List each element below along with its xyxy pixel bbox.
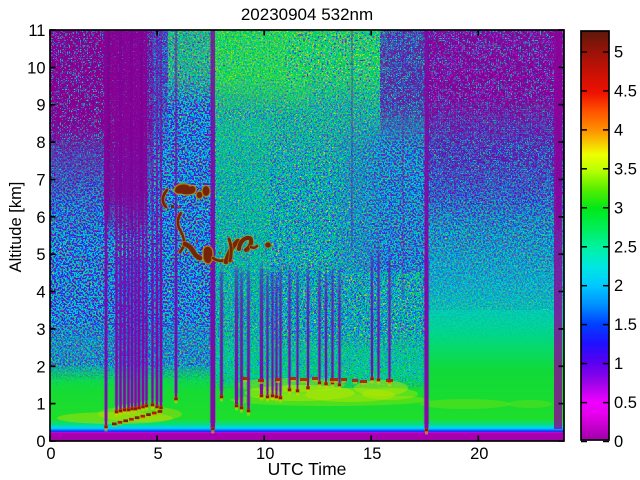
svg-text:Altitude [km]: Altitude [km] [7, 182, 25, 273]
svg-text:5: 5 [36, 246, 45, 264]
svg-text:10: 10 [27, 59, 45, 77]
svg-text:5: 5 [154, 445, 163, 463]
svg-text:2: 2 [614, 277, 623, 295]
svg-text:UTC Time: UTC Time [268, 459, 347, 479]
svg-text:4.5: 4.5 [614, 82, 637, 100]
svg-text:20230904 532nm: 20230904 532nm [241, 5, 373, 24]
svg-text:2: 2 [36, 358, 45, 376]
svg-text:3.5: 3.5 [614, 160, 637, 178]
svg-text:4: 4 [614, 121, 623, 139]
svg-text:0.5: 0.5 [614, 394, 637, 412]
svg-text:9: 9 [36, 97, 45, 115]
svg-text:7: 7 [36, 172, 45, 190]
svg-text:2.5: 2.5 [614, 238, 637, 256]
svg-text:10: 10 [256, 445, 274, 463]
svg-text:1.5: 1.5 [614, 316, 637, 334]
svg-text:20: 20 [470, 445, 488, 463]
svg-text:15: 15 [363, 445, 381, 463]
svg-text:0: 0 [36, 433, 45, 451]
svg-text:0: 0 [614, 433, 623, 451]
svg-text:1: 1 [614, 355, 623, 373]
svg-text:8: 8 [36, 134, 45, 152]
svg-text:6: 6 [36, 209, 45, 227]
svg-text:3: 3 [614, 199, 623, 217]
svg-text:5: 5 [614, 44, 623, 62]
svg-text:0: 0 [46, 445, 55, 463]
svg-text:11: 11 [28, 22, 45, 40]
svg-text:4: 4 [36, 284, 45, 302]
svg-text:1: 1 [36, 396, 45, 414]
svg-text:3: 3 [36, 321, 45, 339]
